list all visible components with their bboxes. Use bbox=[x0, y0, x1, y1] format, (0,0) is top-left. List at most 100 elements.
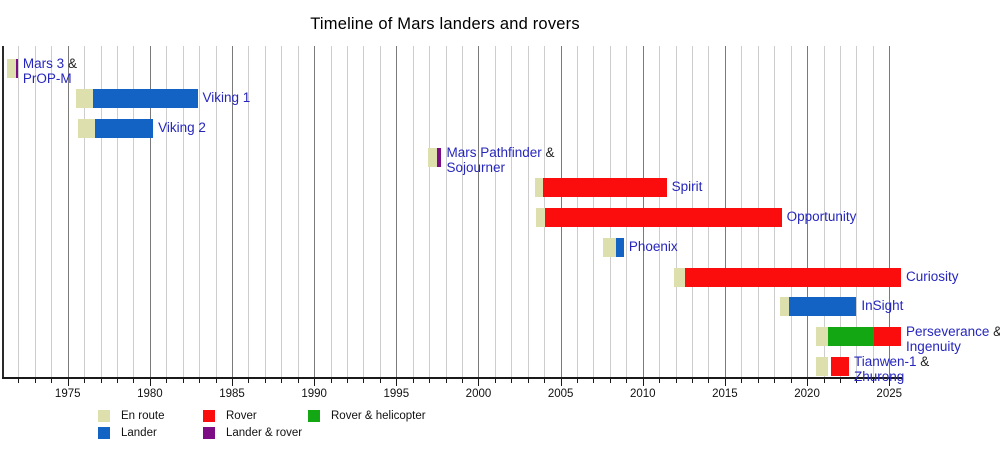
ampersand: & bbox=[64, 56, 77, 71]
x-tick-label-2010: 2010 bbox=[629, 388, 656, 400]
gridline-1993 bbox=[363, 46, 365, 377]
gridline-2000 bbox=[478, 46, 480, 377]
bar-en_route bbox=[779, 297, 789, 317]
x-tick-2008 bbox=[609, 378, 611, 383]
x-tick-1976 bbox=[84, 378, 86, 383]
x-tick-1998 bbox=[445, 378, 447, 383]
x-tick-1980 bbox=[149, 378, 151, 386]
mission-name: Viking 2 bbox=[158, 119, 206, 135]
mission-label: Spirit bbox=[672, 179, 703, 195]
gridline-1997 bbox=[429, 46, 431, 377]
gridline-2002 bbox=[511, 46, 513, 377]
x-tick-2004 bbox=[544, 378, 546, 383]
x-tick-1990 bbox=[314, 378, 316, 386]
legend-label: En route bbox=[121, 410, 165, 423]
mission-label: Mars Pathfinder & Sojourner bbox=[447, 146, 555, 175]
x-tick-1974 bbox=[51, 378, 53, 383]
bar-rover bbox=[830, 357, 849, 376]
legend-label: Rover bbox=[226, 410, 257, 423]
gridline-1983 bbox=[199, 46, 201, 377]
gridline-1975 bbox=[67, 46, 69, 377]
gridline-1984 bbox=[215, 46, 217, 377]
x-tick-1975 bbox=[67, 378, 69, 386]
x-tick-1994 bbox=[379, 378, 381, 383]
bar-en_route bbox=[77, 118, 95, 138]
bar-lander bbox=[616, 237, 624, 257]
legend-item-en-route: En route bbox=[98, 410, 203, 423]
x-tick-2024 bbox=[872, 378, 874, 383]
bar-lander bbox=[94, 118, 154, 138]
x-tick-label-1995: 1995 bbox=[383, 388, 410, 400]
x-tick-1978 bbox=[117, 378, 118, 383]
x-tick-1999 bbox=[462, 378, 464, 383]
x-tick-1985 bbox=[232, 378, 234, 386]
gridline-1977 bbox=[100, 46, 102, 377]
gridline-2023 bbox=[856, 46, 858, 377]
x-tick-2003 bbox=[527, 378, 529, 383]
x-tick-1984 bbox=[215, 378, 217, 383]
bar-en_route bbox=[535, 208, 545, 227]
x-tick-label-1975: 1975 bbox=[54, 388, 81, 400]
x-tick-1996 bbox=[412, 378, 414, 383]
x-tick-2001 bbox=[494, 378, 496, 383]
gridline-2020 bbox=[807, 46, 809, 377]
mission-name: Viking 1 bbox=[202, 89, 251, 105]
mission-name-secondary: PrOP-M bbox=[22, 70, 72, 86]
legend-item-rover: Rover bbox=[203, 410, 308, 423]
x-tick-1993 bbox=[363, 378, 365, 383]
x-tick-2023 bbox=[856, 378, 858, 383]
x-tick-2012 bbox=[675, 378, 677, 383]
gridline-1981 bbox=[166, 46, 168, 377]
x-tick-label-2015: 2015 bbox=[712, 388, 738, 400]
bar-rover bbox=[685, 267, 902, 287]
mission-name: Curiosity bbox=[906, 268, 959, 284]
bar-en_route bbox=[673, 267, 686, 287]
bar-en_route bbox=[535, 178, 544, 198]
x-tick-2017 bbox=[757, 378, 759, 383]
mission-name: Perseverance bbox=[906, 324, 990, 340]
mission-name-secondary: Zhurong bbox=[853, 368, 905, 384]
legend-item-lander: Lander bbox=[98, 426, 203, 439]
bar-en_route bbox=[6, 59, 16, 78]
x-tick-label-2005: 2005 bbox=[547, 388, 574, 400]
legend-swatch-en-route bbox=[98, 410, 110, 423]
x-tick-2000 bbox=[478, 378, 480, 386]
x-axis-line bbox=[2, 377, 902, 379]
mission-label: Tianwen-1 & Zhurong bbox=[853, 354, 929, 384]
x-tick-2020 bbox=[807, 378, 809, 386]
gridline-2021 bbox=[823, 46, 825, 377]
x-tick-2021 bbox=[823, 378, 825, 383]
x-tick-2013 bbox=[692, 378, 694, 383]
gridline-1986 bbox=[248, 46, 250, 377]
gridline-1996 bbox=[412, 46, 414, 377]
mission-name: Tianwen-1 bbox=[853, 354, 917, 369]
gridline-2022 bbox=[839, 46, 841, 377]
gridline-1972 bbox=[18, 46, 20, 377]
gridline-1974 bbox=[51, 46, 53, 377]
x-tick-2007 bbox=[593, 378, 595, 383]
x-tick-label-1990: 1990 bbox=[301, 388, 327, 400]
x-tick-2009 bbox=[626, 378, 628, 383]
bar-lander_rover bbox=[437, 148, 442, 168]
gridline-1989 bbox=[297, 46, 299, 377]
bar-lander bbox=[93, 88, 198, 108]
legend-label: Lander & rover bbox=[226, 426, 303, 439]
mission-label: Viking 1 bbox=[202, 89, 251, 106]
legend-label: Lander bbox=[121, 426, 157, 439]
x-tick-label-1980: 1980 bbox=[137, 388, 163, 400]
gridline-2003 bbox=[527, 46, 529, 377]
gridline-1978 bbox=[117, 46, 118, 377]
x-tick-1989 bbox=[297, 378, 299, 383]
x-tick-2022 bbox=[839, 378, 841, 383]
gridline-1976 bbox=[84, 46, 86, 377]
x-tick-1986 bbox=[248, 378, 250, 383]
mission-name-secondary: Sojourner bbox=[446, 159, 506, 175]
ampersand: & bbox=[989, 324, 1000, 339]
x-tick-1991 bbox=[330, 378, 332, 383]
bar-rover bbox=[873, 327, 902, 347]
gridline-1988 bbox=[281, 46, 283, 377]
mission-name-secondary: Ingenuity bbox=[906, 338, 961, 354]
gridline-1994 bbox=[379, 46, 381, 377]
gridline-1982 bbox=[182, 46, 184, 377]
